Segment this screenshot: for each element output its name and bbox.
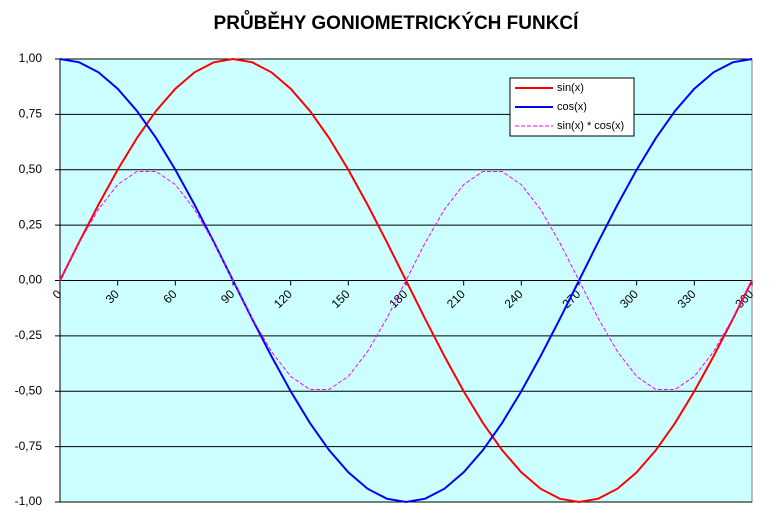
- chart-title: PRŮBĚHY GONIOMETRICKÝCH FUNKCÍ: [214, 11, 580, 34]
- y-tick-label: -1,00: [15, 494, 43, 508]
- y-tick-label: 0,75: [19, 107, 43, 121]
- y-tick-label: 1,00: [19, 51, 43, 65]
- y-tick-label: 0,00: [19, 273, 43, 287]
- y-tick-label: -0,75: [15, 439, 43, 453]
- y-tick-label: -0,50: [15, 383, 43, 397]
- legend: sin(x) cos(x) sin(x) * cos(x): [509, 77, 635, 137]
- legend-label: sin(x) * cos(x): [557, 120, 624, 132]
- y-tick-label: 0,25: [19, 217, 43, 231]
- series-line: [59, 58, 753, 504]
- legend-label: sin(x): [557, 82, 584, 94]
- series-line: [59, 171, 753, 390]
- legend-label: cos(x): [557, 101, 587, 113]
- series-line: [59, 57, 753, 504]
- y-tick-label: -0,25: [15, 328, 43, 342]
- y-tick-label: 0,50: [19, 162, 43, 176]
